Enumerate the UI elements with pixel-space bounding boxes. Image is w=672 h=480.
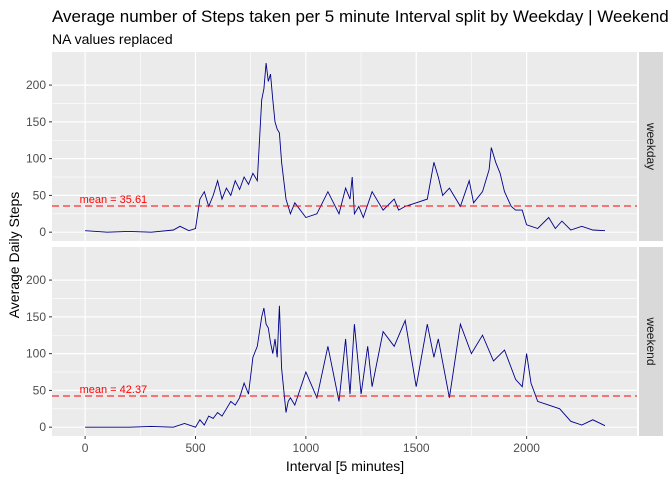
mean-annotation-weekend: mean = 42.37 [80, 384, 148, 396]
chart-title: Average number of Steps taken per 5 minu… [52, 7, 669, 26]
x-tick-label: 0 [82, 441, 89, 455]
x-tick-label: 1000 [293, 441, 320, 455]
panel-background [52, 247, 637, 436]
y-axis-title: Average Daily Steps [6, 192, 22, 319]
facet-strip [639, 247, 663, 436]
y-tick-label: 100 [26, 347, 46, 361]
mean-annotation-weekday: mean = 35.61 [80, 194, 148, 206]
y-tick-label: 50 [33, 383, 47, 397]
x-tick-label: 500 [185, 441, 205, 455]
y-tick-label: 150 [26, 115, 46, 129]
panel-weekday: 0 50 100 150 200 mean = 35.61 weekday [26, 52, 663, 241]
x-axis: 0 500 1000 1500 2000 [82, 436, 540, 455]
series-line-weekday [85, 62, 606, 233]
facet-panels: 0 50 100 150 200 mean = 35.61 weekday 0 50 100 150… [26, 52, 663, 436]
x-axis-title: Interval [5 minutes] [286, 458, 404, 474]
facet-strip [639, 52, 663, 241]
chart-subtitle: NA values replaced [52, 31, 173, 47]
y-tick-label: 100 [26, 152, 46, 166]
series-line-weekend [85, 305, 606, 428]
y-tick-label: 0 [39, 420, 46, 434]
panel-background [52, 52, 637, 241]
x-tick-label: 1500 [403, 441, 430, 455]
y-tick-label: 0 [39, 225, 46, 239]
y-tick-label: 200 [26, 78, 46, 92]
facet-strip-label-weekday: weekday [644, 122, 658, 170]
y-tick-label: 150 [26, 310, 46, 324]
x-tick-label: 2000 [513, 441, 540, 455]
panel-weekend: 0 50 100 150 200 mean = 42.37 weekend [26, 247, 663, 436]
y-tick-label: 50 [33, 188, 47, 202]
facet-strip-label-weekend: weekend [644, 316, 658, 365]
y-tick-label: 200 [26, 273, 46, 287]
